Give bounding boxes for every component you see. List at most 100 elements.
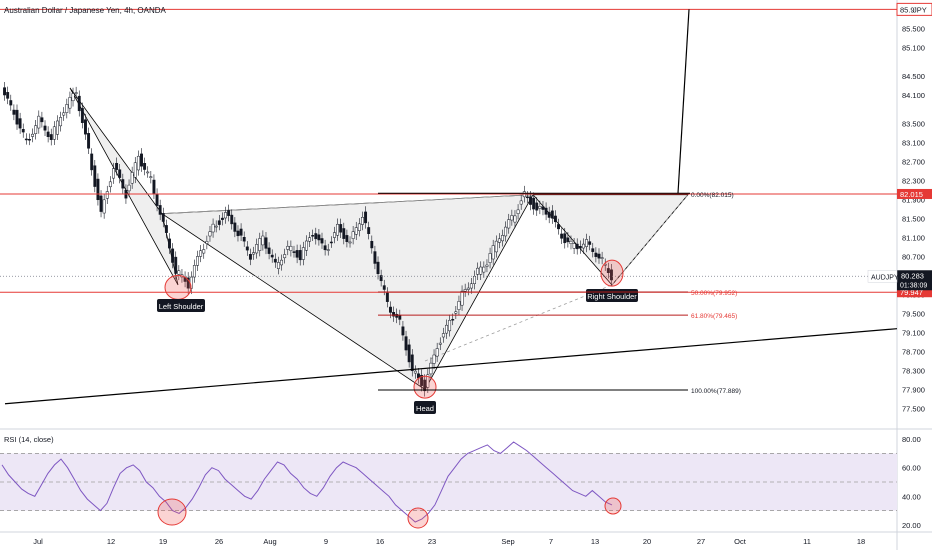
candle-body xyxy=(130,172,134,184)
left-shoulder-circle xyxy=(164,274,192,300)
candle-body xyxy=(342,228,346,239)
candle-body xyxy=(354,227,358,235)
candle-body xyxy=(473,275,476,284)
candle-body xyxy=(491,245,495,260)
candle-body xyxy=(420,374,424,386)
candle-body xyxy=(37,115,41,129)
candle-body xyxy=(140,153,143,167)
candle-body xyxy=(594,252,598,257)
price-tick-label: 85.100 xyxy=(902,43,925,52)
candle-body xyxy=(87,133,91,149)
price-tick-label: 81.500 xyxy=(902,214,925,223)
candle-body xyxy=(516,209,520,214)
candle-body xyxy=(177,270,181,275)
candle-body xyxy=(600,257,604,259)
candle-body xyxy=(591,248,595,252)
rsi-band xyxy=(0,453,897,511)
candle-body xyxy=(351,231,355,239)
candle-body xyxy=(93,165,97,187)
head-circle xyxy=(413,375,437,399)
left-shoulder-label-box xyxy=(157,299,205,312)
candle-body xyxy=(348,241,352,244)
candle-body xyxy=(96,178,100,201)
candle-body xyxy=(345,235,349,242)
time-tick-label: 26 xyxy=(215,537,223,546)
candle-body xyxy=(460,290,464,306)
candle-body xyxy=(329,241,333,244)
candle-body xyxy=(202,249,206,254)
candle-body xyxy=(127,184,131,192)
candle-body xyxy=(557,224,560,230)
target-projection xyxy=(677,9,690,194)
tag-82015: 82.015 xyxy=(900,190,923,199)
candle-body xyxy=(208,231,212,237)
candle-body xyxy=(102,199,106,214)
price-tick-label: 83.500 xyxy=(902,119,925,128)
candle-body xyxy=(379,275,383,282)
fib-levels: 0.00%(82.015) 50.00%(79.952) 61.80%(79.465… xyxy=(378,192,741,395)
time-tick-label: 7 xyxy=(549,537,553,546)
candle-body xyxy=(494,240,498,253)
candle-body xyxy=(276,262,280,269)
candle-body xyxy=(541,206,545,210)
candle-body xyxy=(438,342,442,345)
candle-body xyxy=(538,206,542,209)
time-tick-label: 19 xyxy=(159,537,167,546)
candle-body xyxy=(413,370,417,374)
candle-body xyxy=(401,326,405,336)
candle-body xyxy=(217,220,221,225)
price-tick-label: 83.100 xyxy=(902,138,925,147)
candle-body xyxy=(510,215,514,221)
candle-body xyxy=(230,214,234,225)
candle-body xyxy=(392,312,396,317)
candle-body xyxy=(34,125,38,135)
candle-body xyxy=(168,238,171,249)
candle-body xyxy=(532,197,536,210)
candle-body xyxy=(563,233,567,244)
candle-body xyxy=(385,292,389,302)
time-tick-label: 11 xyxy=(803,537,811,546)
price-tick-label: 82.700 xyxy=(902,157,925,166)
price-tick-label: 82.300 xyxy=(902,176,925,185)
candle-body xyxy=(435,348,439,357)
candle-body xyxy=(370,240,374,249)
candle-body xyxy=(65,104,69,113)
fib-label: 0.00%(82.015) xyxy=(691,192,734,199)
candle-body xyxy=(529,196,532,205)
candle-body xyxy=(469,283,473,289)
candle-body xyxy=(569,240,573,244)
candle-body xyxy=(410,354,414,372)
time-tick-label: Aug xyxy=(263,537,276,546)
rsi-tick-label: 20.00 xyxy=(902,521,921,530)
candle-body xyxy=(136,155,140,171)
candle-body xyxy=(62,112,66,116)
time-axis: Jul 12 19 26 Aug 9 16 23 Sep 7 13 20 27 Oct 11 18 xyxy=(33,537,865,546)
candle-body xyxy=(90,153,94,171)
candle-body xyxy=(501,235,504,242)
tag-symbol: AUDJPY xyxy=(871,274,899,281)
candle-body xyxy=(454,311,458,314)
candle-body xyxy=(317,234,321,241)
candle-body xyxy=(535,202,539,211)
candle-body xyxy=(395,313,399,318)
candle-body xyxy=(227,210,231,216)
price-axis: 77.500 77.900 78.300 78.700 79.100 79.500 79.9… xyxy=(902,5,925,413)
candle-body xyxy=(74,92,78,94)
candle-body xyxy=(220,217,224,220)
candle-body xyxy=(382,285,386,290)
rsi-tick-label: 40.00 xyxy=(902,492,921,501)
candle-body xyxy=(448,320,452,332)
tag-top: 85.9 xyxy=(900,5,915,14)
candle-body xyxy=(476,267,480,275)
candle-body xyxy=(121,179,125,189)
candle-body xyxy=(326,249,330,251)
candle-body xyxy=(445,324,448,334)
time-tick-label: 13 xyxy=(591,537,599,546)
tag-82015-bg xyxy=(897,188,932,199)
candle-body xyxy=(71,93,75,102)
candle-body xyxy=(609,269,613,281)
candle-body xyxy=(308,237,312,242)
time-tick-label: 9 xyxy=(324,537,328,546)
candle-body xyxy=(547,212,551,218)
